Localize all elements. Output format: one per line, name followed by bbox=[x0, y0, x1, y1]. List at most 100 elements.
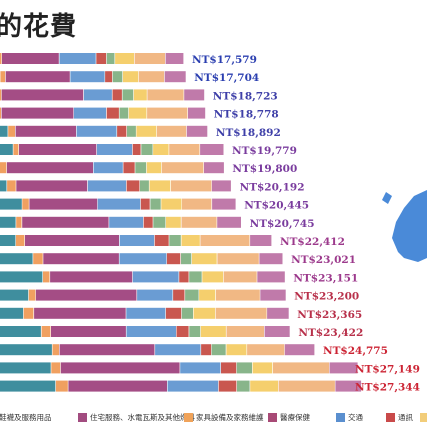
bar-segment-blue bbox=[132, 271, 179, 283]
bar-segment-purple bbox=[16, 180, 88, 192]
bar-value-label: NT$20,745 bbox=[250, 218, 315, 230]
bar-segment-yellow bbox=[252, 362, 273, 374]
legend-item: 住宅服務、水電瓦斯及其他燃料 bbox=[78, 412, 195, 423]
legend-swatch bbox=[184, 413, 193, 422]
bar-segment-red bbox=[126, 180, 140, 192]
bar-segment-yellow bbox=[161, 198, 182, 210]
bar-segment-blue bbox=[126, 307, 166, 319]
bar-segment-yellow bbox=[153, 144, 169, 155]
taiwan-map-shape bbox=[382, 192, 392, 204]
bar-segment-orange bbox=[13, 144, 19, 155]
bar-segment-green bbox=[189, 271, 202, 283]
bar-segment-blue bbox=[137, 289, 173, 301]
bar-segment-red bbox=[123, 162, 135, 174]
bar-value-label: NT$22,412 bbox=[280, 236, 345, 248]
bar-segment-red bbox=[154, 235, 169, 246]
bar-segment-yellow bbox=[226, 344, 247, 356]
bar-segment-yellow bbox=[200, 326, 226, 337]
bar-segment-tan bbox=[138, 71, 165, 83]
bar-segment-tan bbox=[215, 307, 267, 319]
bar-segment-green bbox=[211, 344, 226, 356]
bar-segment-purple bbox=[43, 253, 119, 265]
bar-segment-teal bbox=[0, 307, 24, 319]
bar-segment-plum bbox=[164, 71, 186, 83]
bar-value-label: NT$23,422 bbox=[298, 327, 363, 339]
bar-value-label: NT$18,892 bbox=[216, 127, 281, 139]
bar-segment-purple bbox=[25, 235, 119, 246]
bar-segment-plum bbox=[217, 216, 241, 228]
legend-swatch bbox=[386, 413, 395, 422]
taiwan-map-shape bbox=[392, 190, 427, 262]
bar-segment-plum bbox=[260, 289, 286, 301]
bar-segment-orange bbox=[33, 253, 43, 265]
bar-segment-red bbox=[143, 216, 153, 228]
bar-segment-teal bbox=[0, 344, 52, 356]
bar-segment-purple bbox=[29, 198, 98, 210]
bar-segment-blue bbox=[70, 71, 105, 83]
bar-segment-green bbox=[106, 53, 115, 64]
bar-segment-tan bbox=[273, 362, 330, 374]
bar-segment-purple bbox=[35, 289, 137, 301]
legend-item: 家具設備及家務維護 bbox=[184, 412, 264, 423]
bar-segment-red bbox=[173, 289, 185, 301]
bar-segment-plum bbox=[204, 162, 224, 174]
bar-segment-teal bbox=[0, 289, 29, 301]
bar-segment-yellow bbox=[193, 307, 216, 319]
bar-segment-tan bbox=[217, 253, 259, 265]
bar-segment-purple bbox=[1, 89, 84, 101]
bar-segment-green bbox=[181, 307, 193, 319]
bar-segment-tan bbox=[171, 180, 212, 192]
chart-title: 的花費 bbox=[0, 12, 78, 42]
bar-labels-group: NT$17,579 NT$17,704 NT$18,723 NT$18,778 NT$1… bbox=[192, 54, 420, 394]
bar-segment-yellow bbox=[128, 107, 147, 119]
bar-value-label: NT$24,775 bbox=[323, 345, 388, 357]
bar-segment-green bbox=[139, 180, 149, 192]
bar-segment-green bbox=[181, 253, 192, 265]
bar-segment-blue bbox=[87, 180, 126, 192]
bar-segment-tan bbox=[147, 89, 184, 101]
bar-segment-plum bbox=[267, 307, 289, 319]
bar-segment-tan bbox=[147, 107, 188, 119]
bar-segment-purple bbox=[68, 380, 167, 392]
bar-segment-teal bbox=[0, 180, 7, 192]
bar-segment-red bbox=[179, 271, 189, 283]
legend-item: 醫療保健 bbox=[268, 412, 310, 423]
bar-segment-purple bbox=[50, 271, 133, 283]
bars-group bbox=[0, 53, 362, 392]
bar-segment-plum bbox=[284, 344, 315, 356]
bar-segment-orange bbox=[0, 53, 2, 64]
bar-segment-blue bbox=[59, 53, 96, 64]
bar-segment-orange bbox=[41, 326, 51, 337]
bar-segment-plum bbox=[211, 180, 231, 192]
bar-segment-green bbox=[119, 107, 129, 119]
bar-segment-plum bbox=[257, 271, 285, 283]
bar-segment-plum bbox=[212, 198, 236, 210]
bar-segment-orange bbox=[8, 125, 15, 137]
bar-segment-blue bbox=[83, 89, 112, 101]
bar-segment-green bbox=[236, 362, 252, 374]
bar-value-label: NT$27,149 bbox=[355, 363, 420, 375]
bar-segment-plum bbox=[259, 253, 283, 265]
bar-segment-purple bbox=[34, 307, 126, 319]
bar-segment-tan bbox=[181, 216, 217, 228]
bar-segment-teal bbox=[0, 380, 56, 392]
bar-segment-red bbox=[132, 144, 141, 155]
bar-segment-blue bbox=[167, 380, 219, 392]
bar-segment-yellow bbox=[122, 71, 139, 83]
legend-label: 通訊 bbox=[398, 413, 413, 422]
bar-segment-red bbox=[105, 71, 113, 83]
bar-segment-red bbox=[165, 307, 182, 319]
bar-segment-plum bbox=[329, 362, 358, 374]
bar-segment-blue bbox=[97, 198, 141, 210]
bar-segment-orange bbox=[28, 289, 36, 301]
bar-segment-red bbox=[117, 125, 127, 137]
bar-segment-teal bbox=[0, 235, 16, 246]
legend-swatch bbox=[420, 413, 427, 422]
bar-segment-tan bbox=[216, 289, 260, 301]
bar-segment-blue bbox=[76, 125, 117, 137]
bar-segment-blue bbox=[119, 235, 155, 246]
bar-segment-red bbox=[221, 362, 237, 374]
bar-segment-blue bbox=[155, 344, 201, 356]
bar-segment-purple bbox=[1, 107, 74, 119]
